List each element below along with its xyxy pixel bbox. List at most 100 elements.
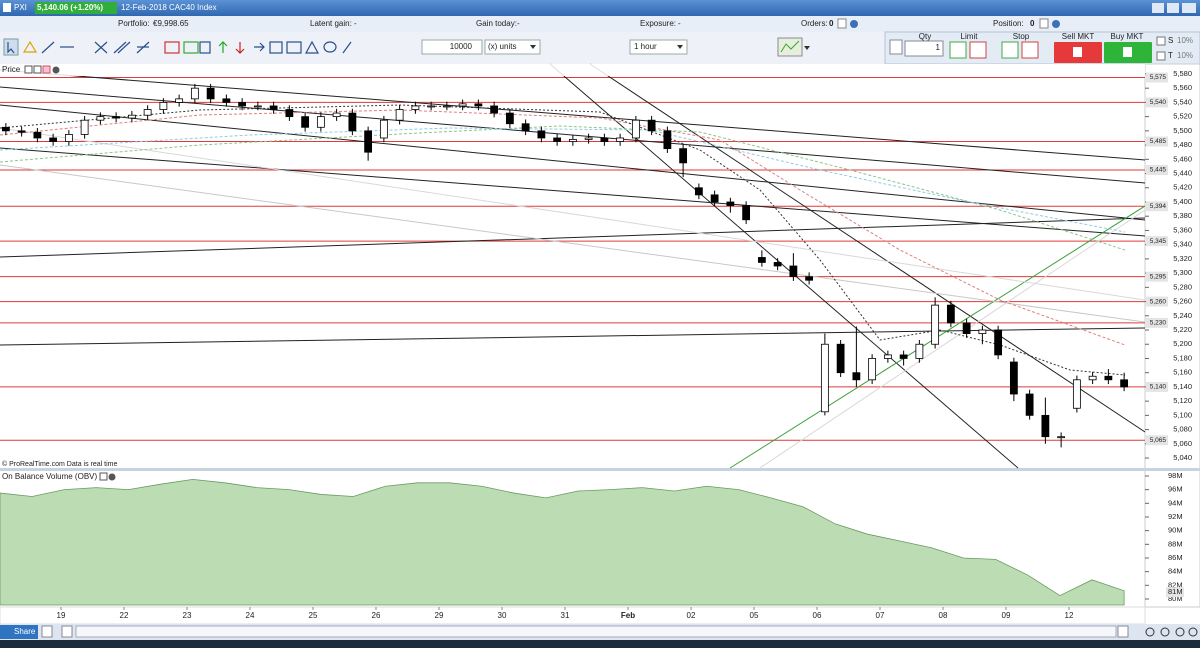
candle-body	[505, 112, 514, 125]
orders-icon[interactable]	[837, 18, 847, 29]
candle-body	[96, 116, 105, 121]
limit-buy[interactable]	[949, 41, 967, 59]
candle-body	[49, 137, 58, 142]
x-tick-label: 09	[1002, 611, 1011, 620]
close-button[interactable]	[1182, 3, 1196, 13]
level-label: 5,230	[1150, 320, 1167, 327]
minimize-button[interactable]	[1152, 3, 1164, 13]
buy-arrow-tool[interactable]	[218, 41, 228, 53]
candle-body	[206, 87, 215, 100]
s-pct: 10%	[1177, 36, 1193, 45]
level-label-box	[1146, 271, 1168, 282]
quantity-input[interactable]	[421, 39, 483, 55]
candle-body	[143, 109, 152, 116]
chart-type-button[interactable]	[777, 37, 803, 57]
x-tick-label: 23	[183, 611, 192, 620]
arrow2-tool[interactable]	[342, 41, 352, 54]
print-button[interactable]	[41, 625, 53, 638]
level-label-box	[1146, 136, 1168, 147]
text-tool[interactable]	[199, 41, 211, 54]
qty-input[interactable]	[904, 40, 944, 57]
timeframe: 1 hour	[634, 42, 657, 51]
cursor-tool[interactable]	[3, 38, 19, 56]
fan-tool[interactable]	[94, 41, 108, 54]
zoom-reset[interactable]	[1175, 627, 1185, 637]
zoom-fit[interactable]	[1188, 627, 1198, 637]
candle-body	[490, 105, 499, 114]
maximize-button[interactable]	[1167, 3, 1179, 13]
sell-arrow-tool[interactable]	[235, 42, 245, 54]
triangle-tool[interactable]	[304, 40, 320, 54]
level-label-box	[1146, 435, 1168, 446]
position-icon[interactable]	[1039, 18, 1049, 29]
stop-sell[interactable]	[1021, 41, 1039, 59]
candle-body	[600, 137, 609, 142]
unit-select[interactable]	[484, 39, 541, 55]
level-label-box	[1146, 72, 1168, 83]
stop-label: Stop	[1013, 32, 1030, 41]
channel-tool[interactable]	[113, 41, 131, 54]
s-checkbox[interactable]	[1156, 36, 1166, 46]
value-axis	[1144, 63, 1200, 608]
timeframe-select[interactable]	[629, 39, 688, 55]
chart-type-icon	[780, 40, 800, 53]
level-label: 5,445	[1150, 167, 1167, 174]
limit-sell[interactable]	[969, 41, 987, 59]
orders-label: Orders:	[801, 19, 828, 28]
candle-body	[946, 304, 955, 324]
zone2-tool[interactable]	[183, 41, 199, 54]
alert-tool[interactable]	[22, 40, 38, 53]
candle-body	[742, 205, 751, 221]
line-tool[interactable]	[41, 41, 55, 54]
x-tick-label: 12	[1065, 611, 1074, 620]
trend-line	[589, 63, 1146, 433]
candle-body	[285, 109, 294, 118]
y-tick-label: 82M	[1168, 580, 1183, 589]
pane-maximize[interactable]	[33, 65, 42, 74]
zoom-in[interactable]	[1145, 627, 1155, 637]
candle-body	[395, 109, 404, 121]
share-button[interactable]	[0, 625, 38, 639]
orders-info[interactable]	[850, 20, 858, 28]
candle-body	[1120, 379, 1129, 388]
scroll-right[interactable]	[1117, 625, 1129, 638]
candle-body	[1088, 375, 1097, 381]
pane-settings[interactable]	[24, 65, 33, 74]
candle-body	[1025, 393, 1034, 416]
arrow-tool[interactable]	[254, 42, 265, 52]
y-tick-label: 92M	[1168, 512, 1183, 521]
y-tick-label: 5,080	[1173, 425, 1192, 434]
trend-lines	[0, 63, 1146, 469]
candle-body	[1, 126, 10, 132]
trend-line	[0, 86, 1146, 184]
y-tick-label: 88M	[1168, 539, 1183, 548]
candle-body	[112, 116, 121, 119]
position-info[interactable]	[1052, 20, 1060, 28]
stop-buy[interactable]	[1001, 41, 1019, 59]
rect-tool[interactable]	[269, 41, 283, 54]
pane-add[interactable]	[42, 65, 51, 74]
y-tick-label: 5,160	[1173, 368, 1192, 377]
level-label-box	[1146, 381, 1168, 392]
fib-tool[interactable]	[136, 41, 150, 54]
level-label-box	[1146, 296, 1168, 307]
zoom-out[interactable]	[1160, 627, 1170, 637]
zone-tool[interactable]	[164, 41, 180, 54]
candle-body	[805, 276, 814, 281]
t-checkbox[interactable]	[1156, 51, 1166, 61]
scrollbar[interactable]	[75, 625, 1117, 638]
ellipse-tool[interactable]	[323, 41, 337, 53]
y-tick-label: 5,200	[1173, 339, 1192, 348]
pane-close[interactable]	[52, 66, 60, 74]
obv-close[interactable]	[108, 473, 116, 481]
y-tick-label: 5,380	[1173, 211, 1192, 220]
scroll-left[interactable]	[61, 625, 73, 638]
candle-body	[17, 130, 26, 133]
y-tick-label: 5,220	[1173, 325, 1192, 334]
last-value-label: 81M	[1168, 587, 1183, 596]
rect2-tool[interactable]	[286, 41, 302, 54]
obv-settings[interactable]	[99, 472, 108, 481]
candle-body	[379, 119, 388, 139]
settings-button[interactable]	[889, 39, 903, 55]
